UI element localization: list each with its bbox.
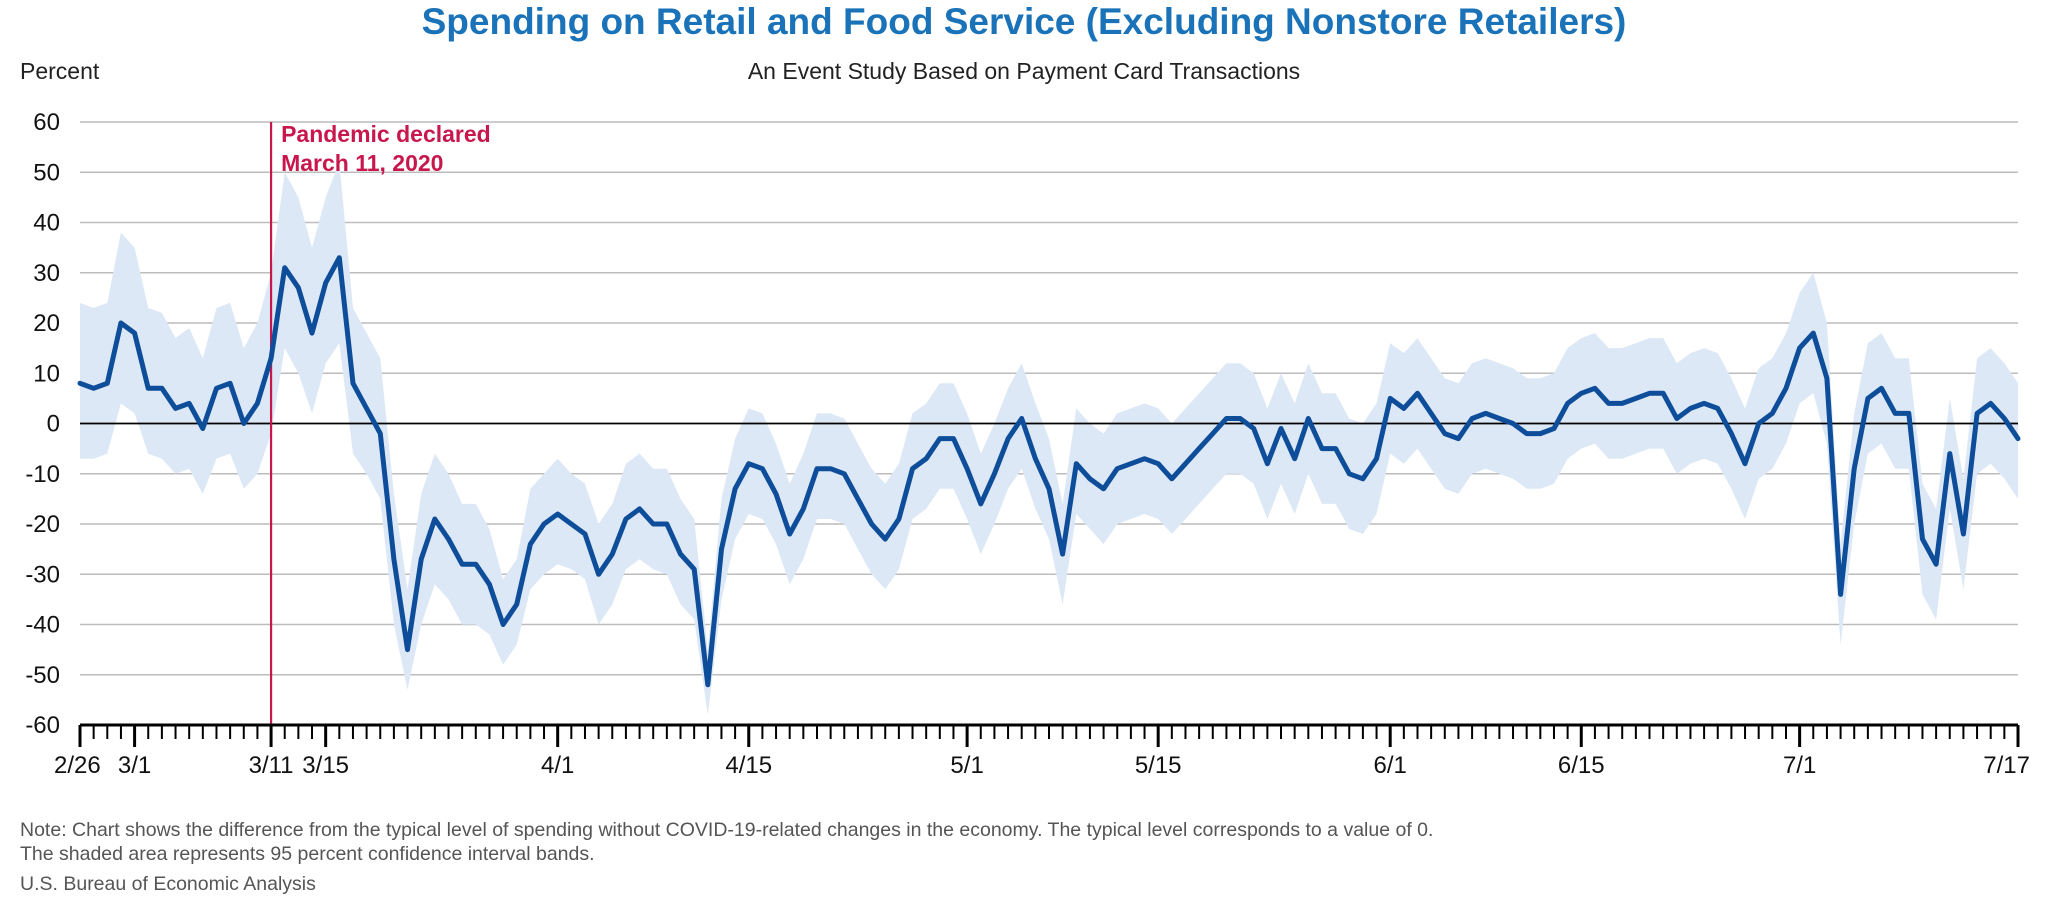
chart-note: Note: Chart shows the difference from th…	[20, 818, 1433, 866]
annotation-line-1: Pandemic declared	[281, 121, 491, 147]
y-tick-label: 50	[33, 159, 60, 186]
chart-subtitle: An Event Study Based on Payment Card Tra…	[747, 58, 1301, 84]
note-line-2: The shaded area represents 95 percent co…	[20, 843, 595, 865]
y-tick-label: 0	[47, 411, 60, 438]
confidence-band-area	[80, 162, 2018, 715]
y-tick-label: -30	[25, 561, 60, 588]
x-tick-label: 7/17	[1983, 752, 2030, 779]
x-tick-label: 4/15	[725, 752, 772, 779]
annotation: Pandemic declared March 11, 2020	[281, 121, 491, 176]
x-tick-label: 7/1	[1783, 752, 1816, 779]
y-axis-label: Percent	[20, 58, 100, 84]
line-chart: 60 50 40 30 20 10 0 -10 -20 -30 -40 -50 -60 2/26 3/1 3…	[25, 109, 2030, 779]
confidence-band	[80, 162, 2018, 715]
spending-series-line	[77, 255, 2021, 688]
source-credit: U.S. Bureau of Economic Analysis	[20, 873, 316, 895]
y-tick-label: -60	[25, 712, 60, 739]
y-tick-label: 20	[33, 310, 60, 337]
note-line-1: Note: Chart shows the difference from th…	[20, 819, 1434, 841]
y-tick-label: -10	[25, 461, 60, 488]
x-tick-label: 6/15	[1558, 752, 1605, 779]
x-tick-label: 6/1	[1374, 752, 1407, 779]
x-tick-label: 3/1	[118, 752, 151, 779]
x-tick-label: 3/11	[249, 752, 294, 779]
y-tick-label: -50	[25, 662, 60, 689]
annotation-line-2: March 11, 2020	[281, 150, 443, 176]
y-axis: 60 50 40 30 20 10 0 -10 -20 -30 -40 -50 -60	[25, 109, 60, 739]
series-line	[77, 255, 2021, 688]
x-axis: 2/26 3/1 3/11 3/15 4/1 4/15 5/1 5/15 6/1 6/15 7/1 7…	[54, 723, 2030, 779]
y-tick-label: -20	[25, 511, 60, 538]
y-tick-label: 10	[33, 360, 60, 387]
x-tick-label: 5/15	[1135, 752, 1182, 779]
y-tick-label: 30	[33, 260, 60, 287]
y-tick-label: 40	[33, 210, 60, 237]
x-tick-label: 4/1	[541, 752, 574, 779]
chart-title: Spending on Retail and Food Service (Exc…	[421, 1, 1627, 42]
x-tick-label: 2/26	[54, 752, 101, 779]
y-tick-label: -40	[25, 612, 60, 639]
x-tick-label: 5/1	[950, 752, 983, 779]
y-tick-label: 60	[33, 109, 60, 136]
x-tick-label: 3/15	[302, 752, 349, 779]
